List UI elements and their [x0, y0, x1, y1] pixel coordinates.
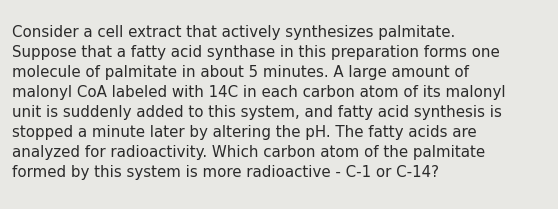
Text: Consider a cell extract that actively synthesizes palmitate.
Suppose that a fatt: Consider a cell extract that actively sy… — [12, 25, 506, 180]
